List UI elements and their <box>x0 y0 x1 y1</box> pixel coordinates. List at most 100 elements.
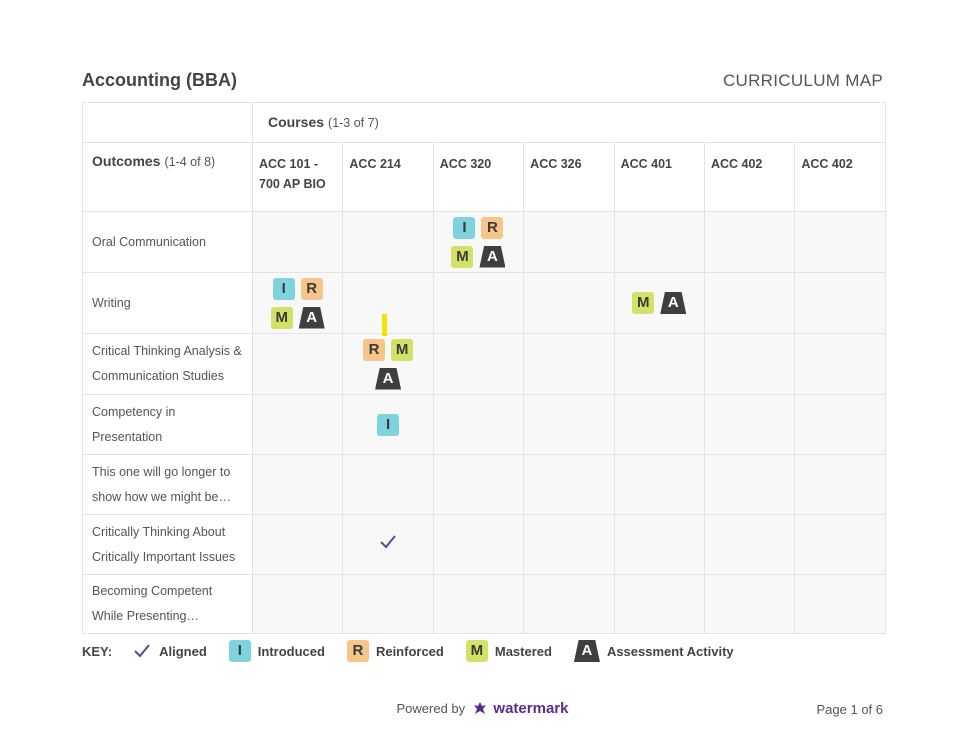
map-cell[interactable] <box>432 514 525 575</box>
map-cell[interactable] <box>613 333 705 395</box>
map-cell[interactable] <box>342 272 434 334</box>
course-header-4: ACC 401 <box>613 142 705 212</box>
map-cell[interactable] <box>703 454 796 515</box>
outcome-row: This one will go longer to show how we m… <box>82 454 886 515</box>
outcomes-label: Outcomes <box>92 153 161 169</box>
map-cell[interactable] <box>342 454 434 515</box>
map-cell[interactable] <box>432 272 525 334</box>
key-badge-i: I <box>228 640 251 662</box>
curriculum-map-table: Courses (1-3 of 7) Outcomes (1-4 of 8) ACC… <box>82 102 886 634</box>
map-cell[interactable] <box>613 394 705 455</box>
assessment-badge: A <box>375 367 402 390</box>
outcome-name: Critical Thinking Analysis & Communicati… <box>92 344 242 383</box>
map-cell[interactable] <box>432 333 525 395</box>
key-item-label: Assessment Activity <box>606 643 734 659</box>
mastered-badge: M <box>451 245 474 268</box>
outcome-name: Oral Communication <box>92 234 206 249</box>
map-cell[interactable] <box>523 272 615 334</box>
map-cell[interactable] <box>251 211 344 273</box>
map-cell[interactable] <box>613 454 705 515</box>
map-cell[interactable] <box>523 333 615 395</box>
outcome-name: This one will go longer to show how we m… <box>92 464 231 504</box>
map-cell[interactable] <box>794 394 886 455</box>
page-number: Page 1 of 6 <box>816 702 884 717</box>
key-item-aligned: Aligned <box>132 641 207 661</box>
course-header-1: ACC 214 <box>342 142 434 212</box>
key-item-label: Aligned <box>159 643 207 659</box>
assessment-badge: A <box>660 292 687 314</box>
map-cell[interactable] <box>703 394 796 455</box>
outcome-row: Writing I R M A M A <box>82 272 886 334</box>
key-item-reinforced: R Reinforced <box>346 640 444 662</box>
mastered-badge: M <box>270 306 293 329</box>
map-cell[interactable] <box>794 454 886 515</box>
map-cell[interactable] <box>794 574 886 634</box>
map-cell[interactable] <box>523 514 615 575</box>
brand-name: watermark <box>493 700 569 717</box>
map-cell[interactable] <box>523 454 615 515</box>
map-cell[interactable] <box>703 574 796 634</box>
outcome-name: Critically Thinking About Critically Imp… <box>92 524 236 564</box>
map-cell[interactable] <box>613 211 705 273</box>
map-cell[interactable] <box>703 272 796 334</box>
map-cell[interactable] <box>251 514 344 575</box>
map-cell[interactable] <box>251 333 344 395</box>
map-cell[interactable] <box>342 574 434 634</box>
outcome-name-cell: Writing <box>82 272 253 334</box>
map-cell[interactable] <box>794 333 886 395</box>
map-cell[interactable] <box>251 454 344 515</box>
key-badge-m: M <box>465 640 488 662</box>
map-cell[interactable] <box>251 394 344 455</box>
map-cell[interactable]: I <box>342 394 434 455</box>
key-item-introduced: I Introduced <box>228 640 325 662</box>
outcome-name-cell: This one will go longer to show how we m… <box>82 454 253 515</box>
key-badge-a: A <box>573 640 600 662</box>
reinforced-badge: R <box>300 277 323 300</box>
map-cell[interactable] <box>703 514 796 575</box>
watermark-logo-icon <box>473 702 486 714</box>
badge-group <box>352 532 424 552</box>
aligned-check-icon <box>378 532 398 552</box>
map-cell[interactable] <box>794 514 886 575</box>
outcome-row: Becoming Competent While Presenting Pres… <box>82 574 886 634</box>
map-cell[interactable] <box>342 211 434 273</box>
map-cell[interactable] <box>523 394 615 455</box>
course-header-5: ACC 402 <box>703 142 796 212</box>
map-cell[interactable] <box>613 514 705 575</box>
introduced-badge: I <box>453 216 476 239</box>
map-cell[interactable] <box>703 211 796 273</box>
map-cell[interactable] <box>251 574 344 634</box>
map-cell[interactable] <box>523 574 615 634</box>
key-item-label: Reinforced <box>375 643 444 659</box>
key-badge-r: R <box>346 640 369 662</box>
map-cell[interactable] <box>523 211 615 273</box>
map-cell[interactable] <box>613 574 705 634</box>
map-cell[interactable] <box>342 514 434 575</box>
course-header-0: ACC 101 - 700 AP BIO <box>251 142 344 212</box>
courses-label: Courses <box>268 113 325 130</box>
key-item-label: Introduced <box>257 643 325 659</box>
aligned-check-icon <box>132 641 152 661</box>
map-cell[interactable] <box>432 454 525 515</box>
outcome-row: Competency in Presentation I <box>82 394 886 455</box>
outcome-name-cell: Critically Thinking About Critically Imp… <box>82 514 253 575</box>
map-cell[interactable] <box>432 394 525 455</box>
outcome-name: Becoming Competent While Presenting Pres… <box>92 584 213 623</box>
map-cell[interactable] <box>703 333 796 395</box>
document-type-label: CURRICULUM MAP <box>722 71 883 90</box>
legend-key: KEY: Aligned I Introduced R Reinforced M Maste… <box>82 640 756 662</box>
key-item-assessment-activity: A Assessment Activity <box>573 640 734 662</box>
map-cell[interactable] <box>794 272 886 334</box>
corner-empty-cell <box>82 102 253 143</box>
program-title: Accounting (BBA) <box>82 70 237 90</box>
map-cell[interactable] <box>432 574 525 634</box>
map-cell[interactable] <box>794 211 886 273</box>
